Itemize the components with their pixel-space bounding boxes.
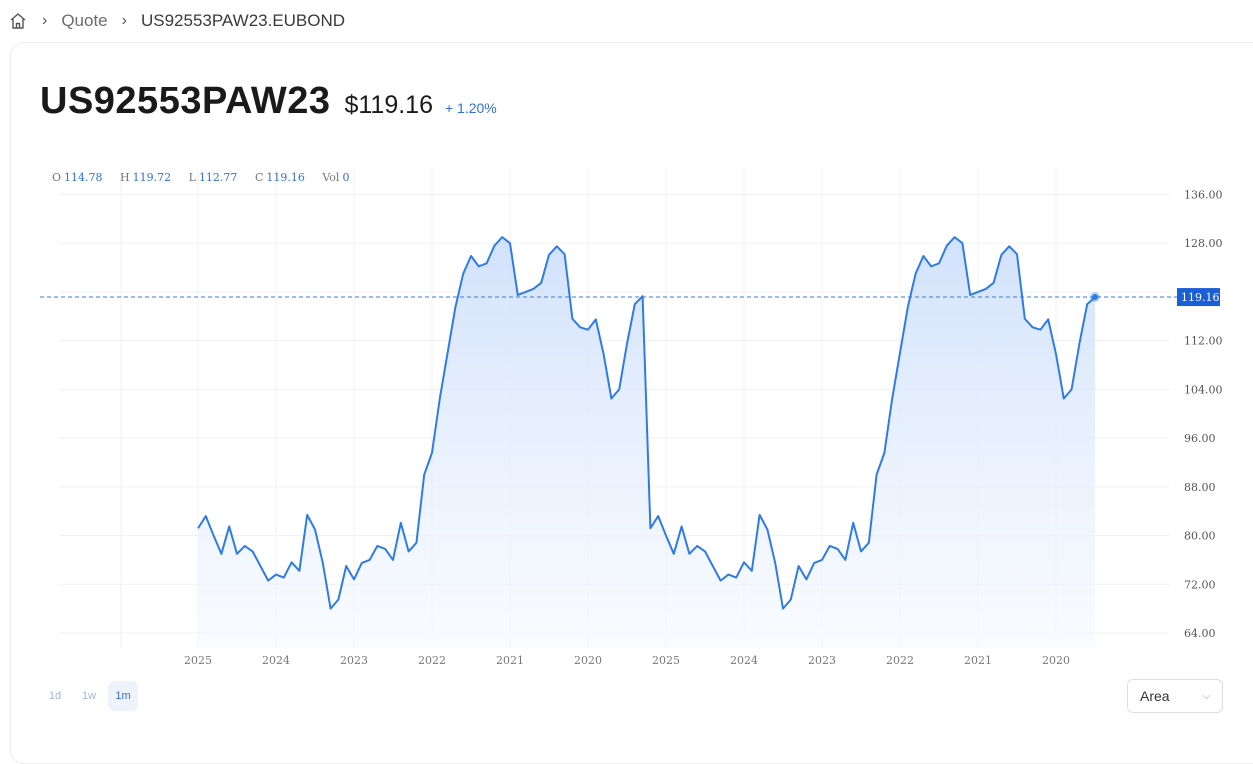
x-tick-label: 2025 [184, 654, 212, 667]
open-value: 114.78 [64, 171, 103, 184]
current-price: $119.16 [344, 91, 433, 119]
range-1m-button[interactable]: 1m [108, 681, 138, 711]
x-tick-label: 2022 [886, 654, 914, 667]
last-point-marker [1092, 294, 1098, 301]
symbol-title: US92553PAW23 [40, 80, 331, 122]
open-label: O [52, 171, 62, 184]
ohlc-legend: O 114.78 H 119.72 L 112.77 C 119.16 Vol 0 [52, 171, 363, 184]
volume-value: 0 [342, 171, 350, 184]
x-tick-label: 2024 [730, 654, 758, 667]
x-tick-label: 2021 [496, 654, 524, 667]
x-tick-label: 2023 [808, 654, 836, 667]
y-tick-label: 104.00 [1184, 383, 1223, 396]
range-selector: 1d 1w 1m [40, 681, 138, 711]
breadcrumb-quote-link[interactable]: Quote [61, 11, 108, 30]
range-1w-button[interactable]: 1w [81, 690, 97, 702]
chart-type-select[interactable]: Area ⌵ [1127, 679, 1223, 713]
x-tick-label: 2022 [418, 654, 446, 667]
chevron-down-icon: ⌵ [1202, 690, 1210, 702]
x-tick-label: 2025 [652, 654, 680, 667]
chevron-right-icon: › [42, 12, 48, 29]
y-tick-label: 96.00 [1184, 432, 1216, 445]
y-tick-label: 128.00 [1184, 237, 1223, 250]
x-tick-label: 2024 [262, 654, 290, 667]
breadcrumb: › Quote › US92553PAW23.EUBOND [8, 9, 345, 33]
last-price-tag-label: 119.16 [1181, 291, 1220, 304]
y-tick-label: 80.00 [1184, 530, 1216, 543]
y-tick-label: 112.00 [1184, 335, 1223, 348]
y-tick-label: 64.00 [1184, 627, 1216, 640]
breadcrumb-current: US92553PAW23.EUBOND [140, 11, 346, 30]
chart-type-value: Area [1140, 688, 1170, 704]
price-change: + 1.20% [444, 100, 497, 116]
low-label: L [188, 171, 196, 184]
high-value: 119.72 [132, 171, 172, 184]
x-tick-label: 2020 [574, 654, 602, 667]
chevron-right-icon: › [121, 12, 127, 29]
close-label: C [254, 171, 264, 184]
x-tick-label: 2023 [340, 654, 368, 667]
home-icon[interactable] [8, 11, 28, 31]
low-value: 112.77 [198, 171, 238, 184]
close-value: 119.16 [266, 171, 305, 184]
series-area [198, 237, 1095, 648]
last-price-tag [1177, 288, 1220, 307]
x-tick-label: 2021 [964, 654, 992, 667]
volume-label: Vol [322, 171, 340, 184]
y-tick-label: 136.00 [1184, 189, 1223, 202]
x-tick-label: 2020 [1042, 654, 1070, 667]
high-label: H [120, 171, 130, 184]
y-tick-label: 88.00 [1184, 481, 1216, 494]
y-tick-label: 72.00 [1184, 578, 1216, 591]
quote-header: US92553PAW23 $119.16 + 1.20% [40, 80, 497, 123]
range-1d-button[interactable]: 1d [48, 690, 62, 702]
series-line [197, 236, 1096, 610]
price-chart[interactable]: 64.00 72.00 80.00 88.00 96.00 104.00 112.00 128… [0, 0, 1253, 738]
